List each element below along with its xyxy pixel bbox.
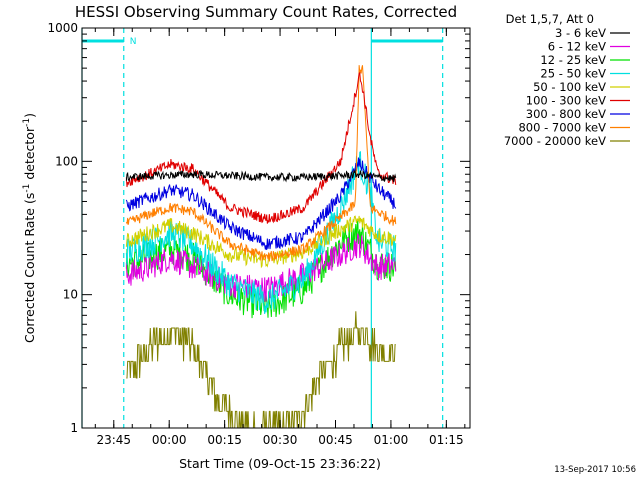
x-tick-label-0: 23:45 <box>96 433 131 447</box>
y-tick-label-2: 100 <box>55 154 78 168</box>
series-line-8 <box>126 311 396 429</box>
series-line-1 <box>125 233 397 303</box>
y-axis: 1 10 100 1000 <box>47 21 470 435</box>
legend-label-8: 7000 - 20000 keV <box>504 134 606 148</box>
legend-label-0: 3 - 6 keV <box>555 26 606 40</box>
chart-title: HESSI Observing Summary Count Rates, Cor… <box>75 3 457 21</box>
y-tick-label-0: 1 <box>70 421 78 435</box>
legend-header: Det 1,5,7, Att 0 <box>506 12 594 26</box>
series-line-0 <box>125 168 397 183</box>
legend-label-4: 50 - 100 keV <box>533 80 606 94</box>
x-axis: 23:45 00:00 00:15 00:30 00:45 01:00 01:15 <box>94 28 466 447</box>
x-tick-label-5: 01:00 <box>374 433 409 447</box>
legend-label-1: 6 - 12 keV <box>548 40 606 54</box>
series-line-3 <box>125 150 397 315</box>
legend-label-6: 300 - 800 keV <box>526 107 606 121</box>
y-tick-label-3: 1000 <box>47 21 78 35</box>
plot-area: N <box>81 28 444 429</box>
x-tick-label-6: 01:15 <box>429 433 464 447</box>
y-tick-label-1: 10 <box>63 288 78 302</box>
series-line-5 <box>125 72 397 224</box>
x-tick-label-2: 00:15 <box>207 433 242 447</box>
x-tick-label-1: 00:00 <box>152 433 187 447</box>
legend-label-2: 12 - 25 keV <box>540 53 606 67</box>
x-axis-label: Start Time (09-Oct-15 23:36:22) <box>179 456 381 471</box>
x-tick-label-4: 00:45 <box>318 433 353 447</box>
series-line-4 <box>125 215 397 269</box>
marker-label: N <box>130 37 137 47</box>
series-line-7 <box>125 65 397 262</box>
timestamp-label: 13-Sep-2017 10:56 <box>554 465 636 475</box>
series-line-6 <box>125 157 397 251</box>
legend-label-5: 100 - 300 keV <box>526 94 606 108</box>
y-axis-label: Corrected Count Rate (s-1 detector-1) <box>22 113 37 343</box>
legend-label-7: 800 - 7000 keV <box>518 121 606 135</box>
legend-label-3: 25 - 50 keV <box>540 67 606 81</box>
x-tick-label-3: 00:30 <box>263 433 298 447</box>
plot-frame <box>81 27 471 429</box>
